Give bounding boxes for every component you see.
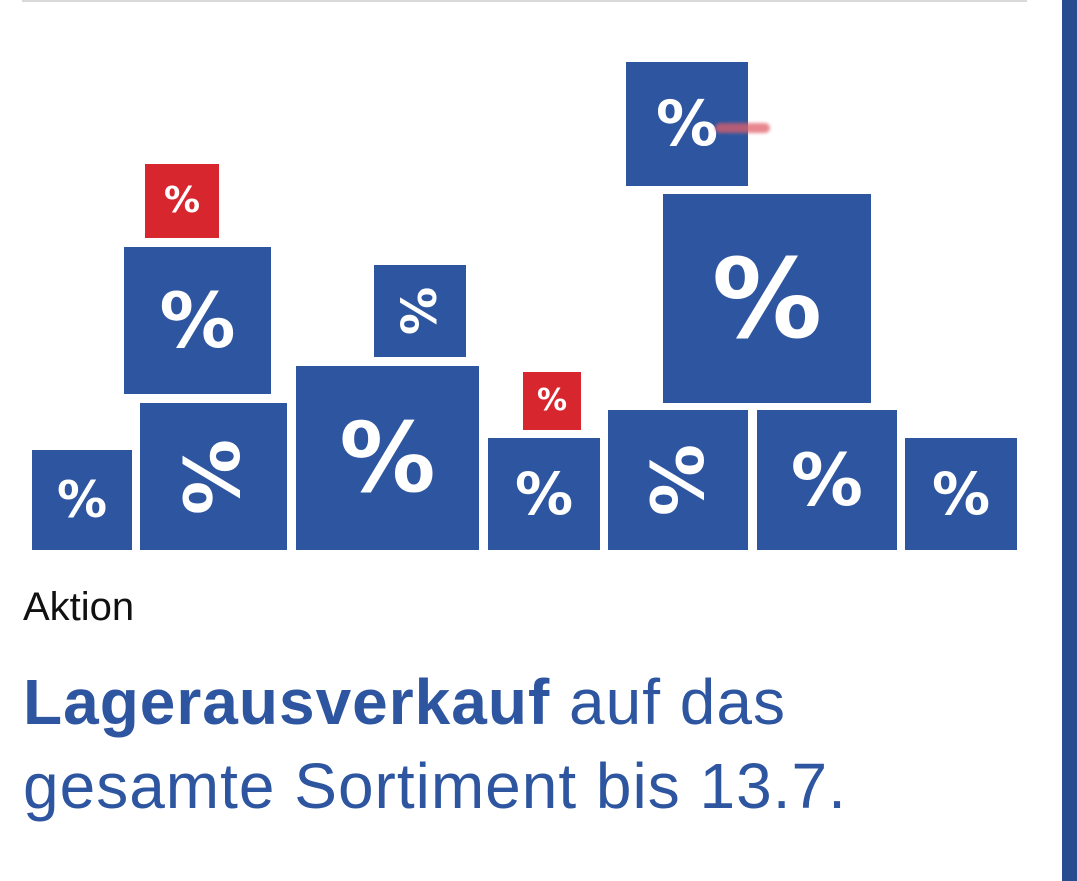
percent-box: % [145, 164, 219, 238]
percent-box: % [663, 194, 871, 403]
percent-box: % [296, 366, 479, 550]
percent-box: % [905, 438, 1017, 550]
headline-rest: auf das gesamte Sortiment bis 13.7. [23, 666, 847, 822]
hero-image[interactable]: % % % % % % % % % % % % % [0, 0, 1050, 560]
percent-box: % [626, 62, 748, 186]
percent-box: % [32, 450, 132, 550]
percent-box: % [488, 438, 600, 550]
percent-box: % [523, 372, 581, 430]
percent-box: % [757, 410, 897, 550]
percent-box: % [124, 247, 271, 394]
red-smudge [715, 123, 770, 133]
top-divider [22, 0, 1027, 2]
scroll-edge-bar [1062, 0, 1077, 881]
percent-box: % [608, 410, 748, 550]
article-headline[interactable]: Lagerausverkauf auf das gesamte Sortimen… [23, 660, 1043, 828]
headline-bold: Lagerausverkauf [23, 666, 551, 738]
article-kicker: Aktion [23, 585, 135, 629]
percent-box: % [140, 403, 287, 550]
percent-box: % [374, 265, 466, 357]
